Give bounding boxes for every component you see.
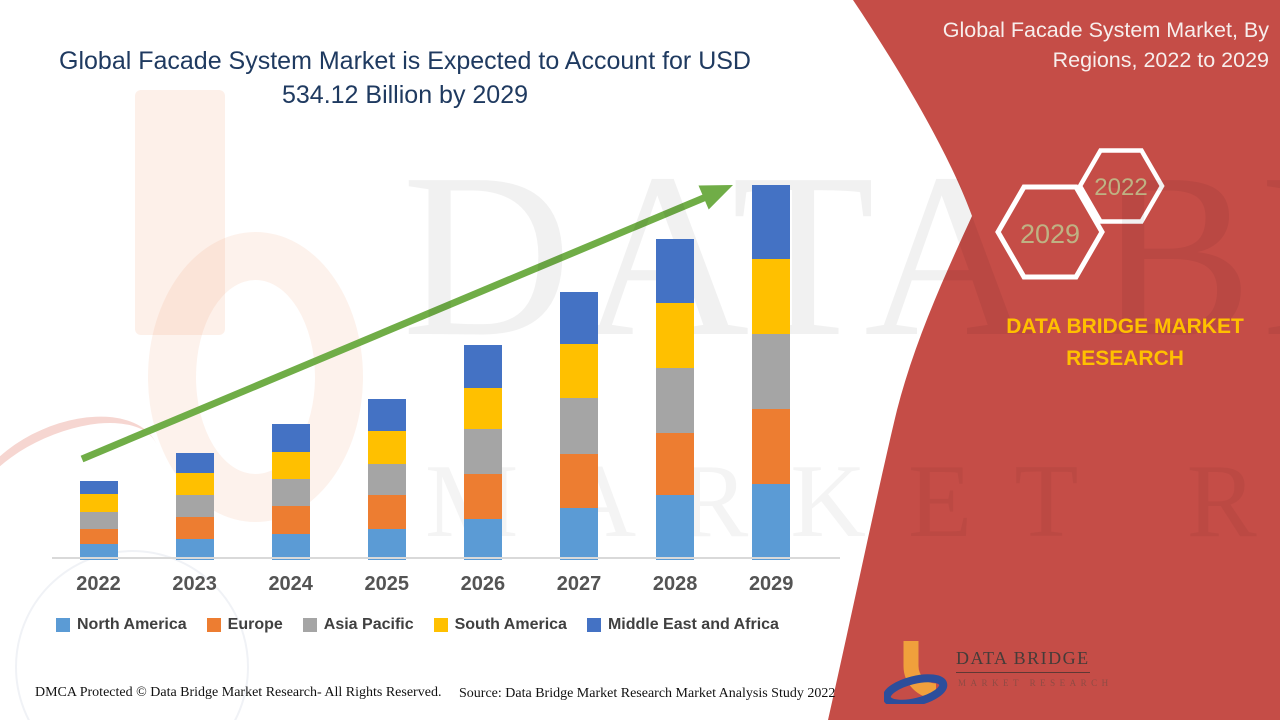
legend-label: Asia Pacific [323,616,414,633]
bar-segment [463,519,502,560]
bar-segment [560,508,598,560]
x-axis-line [52,557,840,559]
bar-segment [656,433,695,495]
bar-segment [560,454,598,508]
bar-segment [752,409,791,484]
bar-segment [656,239,695,303]
legend-item: South America [433,616,567,634]
legend-item: Middle East and Africa [586,616,779,634]
logo-swoosh [884,674,948,704]
watermark-text-data-bridge: DATA BRIDGE [402,125,1280,385]
hexagon-2022 [1077,148,1165,224]
x-axis-label: 2024 [268,573,313,595]
legend-item: North America [56,616,187,634]
hexagon-2029 [995,184,1105,280]
source-note: Source: Data Bridge Market Research Mark… [459,686,836,701]
bar-segment [79,544,118,560]
bar-segment [79,512,118,529]
hexagon-year-2029: 2029 [1019,219,1081,249]
legend-swatch [586,618,601,632]
legend-label: Middle East and Africa [607,616,779,633]
bar-segment [560,292,598,344]
legend-swatch [433,618,448,632]
brand-name: DATA BRIDGE MARKET RESEARCH [985,311,1265,375]
x-axis-label: 2028 [652,573,698,595]
red-side-panel [828,0,1280,720]
bar-segment [656,303,695,368]
legend-label: Europe [227,616,283,633]
bar-segment [175,539,214,560]
bar-segment [367,529,406,560]
bar-segment [560,398,598,454]
bar-segment [79,529,118,544]
legend-label: South America [454,616,567,633]
legend-swatch [302,618,317,632]
x-axis-label: 2027 [556,573,602,595]
bar-segment [175,495,214,517]
chart-title: Global Facade System Market is Expected … [40,44,770,112]
bar-segment [752,334,791,409]
dmca-notice: DMCA Protected © Data Bridge Market Rese… [35,685,442,700]
bar-segment [271,506,310,534]
bar-segment [656,368,695,433]
bar-segment [175,517,214,539]
x-axis-label: 2029 [748,573,794,595]
chart-title-line1: Global Facade System Market is Expected … [59,47,751,75]
bar-segment [463,388,502,429]
brand-name-line1: DATA BRIDGE MARKET [1006,315,1244,338]
bar-segment [271,423,310,452]
legend-label: North America [77,616,187,633]
logo-tagline: MARKET RESEARCH [958,678,1113,688]
bar-segment [271,452,310,479]
x-axis-label: 2026 [460,573,506,595]
bar-segment [271,479,310,506]
bar-segment [752,484,791,560]
x-axis-label: 2025 [364,573,410,595]
side-panel-heading-line2: Regions, 2022 to 2029 [1052,48,1269,72]
bar-segment [175,453,214,474]
bar-segment [752,185,791,260]
legend: North America Europe Asia Pacific South Ame… [56,616,779,634]
legend-swatch [56,618,70,632]
side-panel-heading-line1: Global Facade System Market, By [942,18,1269,42]
company-logo-icon [884,641,948,704]
bar-segment [271,534,310,560]
side-panel-heading: Global Facade System Market, By Regions,… [839,15,1269,75]
trend-arrow-head [698,185,733,210]
bar-segment [656,495,695,560]
chart-title-line2: 534.12 Billion by 2029 [281,81,529,109]
bar-segment [367,464,406,495]
legend-item: Asia Pacific [302,616,414,634]
bar-segment [367,431,406,464]
bar-segment [367,399,406,431]
bar-segment [463,429,502,474]
bar-segment [175,473,214,496]
bar-segment [79,494,118,512]
bar-segment [560,344,598,398]
bar-segment [79,481,118,494]
bar-segment [752,259,791,335]
trend-arrow-line [80,193,708,463]
legend-swatch [206,618,221,632]
hexagon-year-2022: 2022 [1094,174,1148,201]
x-axis-label: 2022 [76,573,121,595]
legend-item: Europe [206,616,283,634]
brand-name-line2: RESEARCH [1066,347,1184,370]
bar-segment [463,345,502,388]
x-axis-label: 2023 [172,573,217,595]
logo-wordmark: DATA BRIDGE [956,648,1090,673]
bar-segment [367,495,406,529]
bar-segment [463,474,502,519]
